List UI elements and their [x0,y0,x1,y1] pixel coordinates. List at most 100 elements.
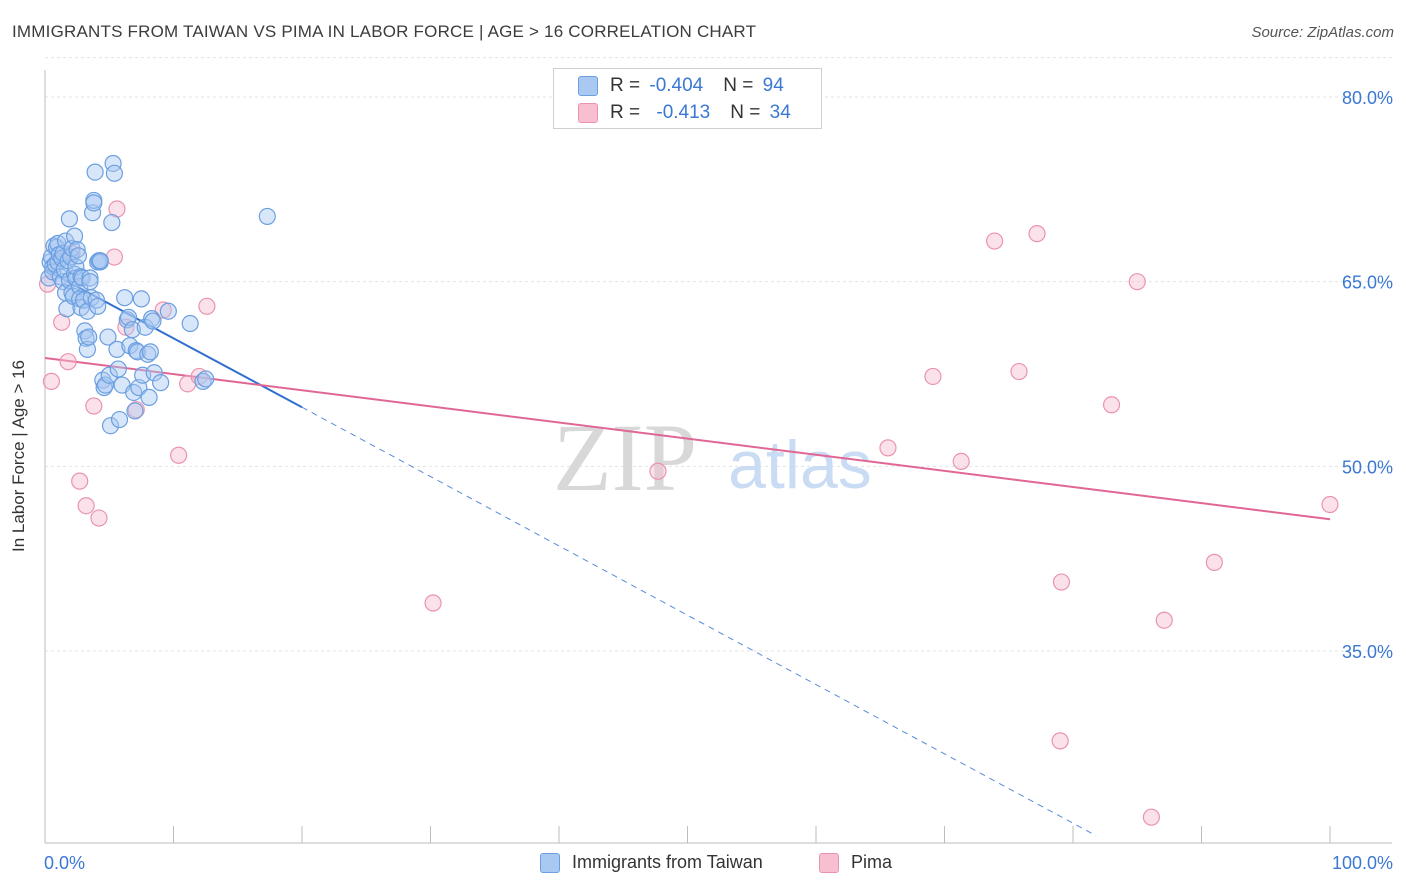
taiwan-point [123,321,141,339]
y-tick-label: 65.0% [1342,273,1393,293]
pima-legend-swatch-icon [819,852,839,873]
r-label: R = [610,102,646,123]
taiwan-point [78,302,97,320]
pima-point [424,594,442,612]
y-axis-label: In Labor Force | Age > 16 [9,359,28,553]
taiwan-point [110,410,129,429]
taiwan-point [140,388,158,406]
series-legend-pima: Pima [819,852,892,873]
taiwan-legend-swatch-icon [540,852,560,873]
taiwan-point [99,328,117,346]
taiwan-point [60,210,79,228]
n-label: N = [730,102,766,123]
y-tick-label: 35.0% [1342,642,1393,662]
pima-point [198,297,216,315]
taiwan-point [139,345,157,363]
taiwan-point [103,213,121,232]
pima-point [1321,495,1339,514]
taiwan-point [78,340,97,358]
taiwan-point [109,360,127,378]
pima-point [986,232,1004,250]
pima-point [90,509,108,527]
taiwan-point [68,241,86,259]
pima-point [42,372,61,390]
data-points [38,154,1339,826]
watermark-zip: ZIP [553,404,697,511]
pima-point [1051,732,1069,750]
stats-legend: R = -0.404 N = 94 R = -0.413 N = 34 [553,68,822,129]
y-tick-label: 80.0% [1342,88,1393,108]
taiwan-point [128,343,147,361]
pima-point [879,439,897,457]
x-tick-label: 100.0% [1332,853,1393,873]
taiwan-trend-extension [301,406,1097,837]
trend-lines [44,268,1331,837]
taiwan-point [144,312,162,330]
taiwan-point [80,328,98,346]
watermark-atlas: atlas [728,427,872,503]
taiwan-point [89,297,107,315]
r-value: -0.413 [656,102,711,123]
r-value: -0.404 [649,75,704,96]
series-name-taiwan: Immigrants from Taiwan [572,852,763,872]
pima-trend-line [44,357,1331,521]
pima-point [77,497,95,515]
taiwan-point [116,289,134,307]
series-name-pima: Pima [851,852,893,872]
pima-point [1010,362,1028,381]
taiwan-point [159,302,177,320]
taiwan-swatch-icon [578,76,598,96]
taiwan-point [65,227,84,245]
pima-point [1052,573,1071,591]
pima-point [1102,396,1121,414]
taiwan-point [81,273,99,291]
pima-point [170,446,188,464]
taiwan-point [96,376,114,394]
y-tick-label: 50.0% [1342,457,1393,477]
pima-point [1205,553,1223,571]
series-legend-taiwan: Immigrants from Taiwan [540,852,763,873]
n-value: 94 [762,75,784,96]
taiwan-point [86,163,104,181]
taiwan-point [91,252,109,270]
watermark: ZIP atlas [553,404,872,511]
pima-point [649,462,667,480]
r-label: R = [610,75,646,96]
x-tick-label: 0.0% [44,853,85,873]
taiwan-point [132,290,150,308]
pima-point [924,367,942,386]
taiwan-point [152,374,170,392]
pima-point [952,452,970,471]
pima-point [1028,225,1046,243]
taiwan-point [125,383,143,402]
n-label: N = [723,75,759,96]
taiwan-point [194,372,212,390]
taiwan-point [197,370,215,388]
pima-point [85,397,103,415]
pima-point [1155,611,1173,629]
axes [44,70,1392,844]
taiwan-point [85,194,103,212]
pima-swatch-icon [578,103,598,123]
pima-point [1142,808,1160,826]
taiwan-point [108,340,126,358]
taiwan-point [105,164,123,182]
chart-title: IMMIGRANTS FROM TAIWAN VS PIMA IN LABOR … [12,22,757,41]
taiwan-point [81,269,99,287]
legend-row-taiwan: R = -0.404 N = 94 [578,75,784,97]
taiwan-point [141,343,159,361]
pima-point [71,472,89,490]
taiwan-point [100,366,118,384]
tick-labels: 35.0% 50.0% 65.0% 80.0% 0.0% 100.0% [44,88,1393,873]
taiwan-point [181,314,199,333]
taiwan-point [258,207,276,226]
taiwan-point [87,291,106,309]
taiwan-point [101,417,120,435]
taiwan-point [126,402,144,420]
taiwan-point [145,364,163,382]
pima-point [1128,273,1146,291]
source-label: Source: ZipAtlas.com [1251,24,1394,41]
n-value: 34 [769,102,791,123]
taiwan-point [69,247,88,265]
